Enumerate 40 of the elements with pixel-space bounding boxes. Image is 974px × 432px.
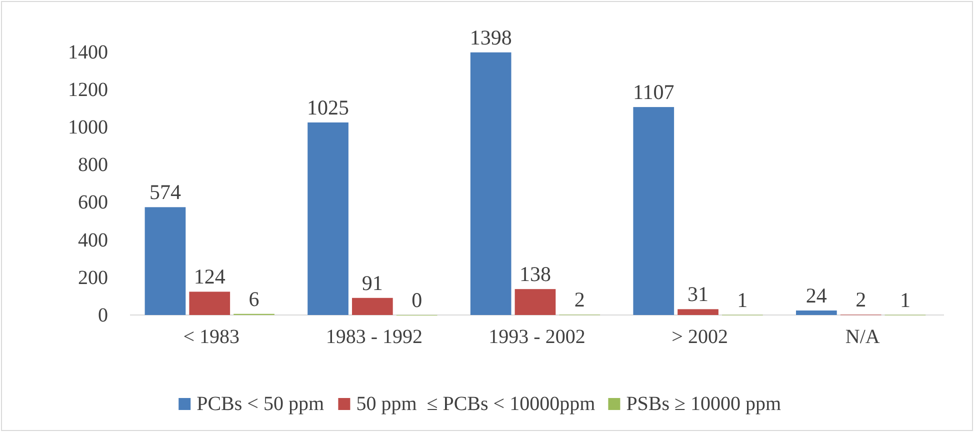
data-label: 31 <box>688 282 709 306</box>
y-tick-label: 1200 <box>68 78 108 101</box>
y-tick-label: 0 <box>98 304 108 326</box>
legend-label: 50 ppm ≤ PCBs < 10000ppm <box>356 393 596 415</box>
bar <box>514 289 556 315</box>
x-tick-label: 1993 - 2002 <box>488 326 586 348</box>
y-tick-label: 200 <box>78 266 108 289</box>
data-label: 6 <box>248 286 260 311</box>
data-label: 91 <box>362 270 383 295</box>
data-label: 1107 <box>633 80 674 104</box>
bar <box>308 122 348 315</box>
y-tick-label: 1400 <box>68 41 108 64</box>
data-label: 138 <box>519 262 551 286</box>
data-label: 1398 <box>470 25 512 50</box>
data-label: 0 <box>412 288 422 312</box>
data-label: 2 <box>574 288 585 312</box>
bar <box>678 309 718 315</box>
y-tick-label: 800 <box>78 154 108 176</box>
data-label: 1 <box>900 288 910 312</box>
data-label: 1025 <box>307 95 350 120</box>
data-label: 574 <box>149 180 182 204</box>
x-tick-label: > 2002 <box>672 326 728 348</box>
y-tick-label: 400 <box>78 229 108 252</box>
y-tick-label: 600 <box>78 192 108 214</box>
y-tick-label: 1000 <box>68 116 108 139</box>
bar <box>144 207 186 315</box>
data-label: 124 <box>194 264 226 289</box>
legend-label: PSBs ≥ 10000 ppm <box>626 393 782 415</box>
bar <box>796 310 837 315</box>
data-label: 2 <box>856 288 866 312</box>
bar <box>352 298 393 315</box>
x-tick-label: N/A <box>845 326 880 348</box>
x-tick-label: < 1983 <box>183 326 240 348</box>
x-tick-label: 1983 - 1992 <box>326 326 423 348</box>
bar <box>470 52 512 315</box>
bar <box>189 292 230 315</box>
data-label: 1 <box>737 288 748 312</box>
data-label: 24 <box>806 283 828 308</box>
legend-label: PCBs < 50 ppm <box>196 393 324 415</box>
bar <box>633 107 674 315</box>
